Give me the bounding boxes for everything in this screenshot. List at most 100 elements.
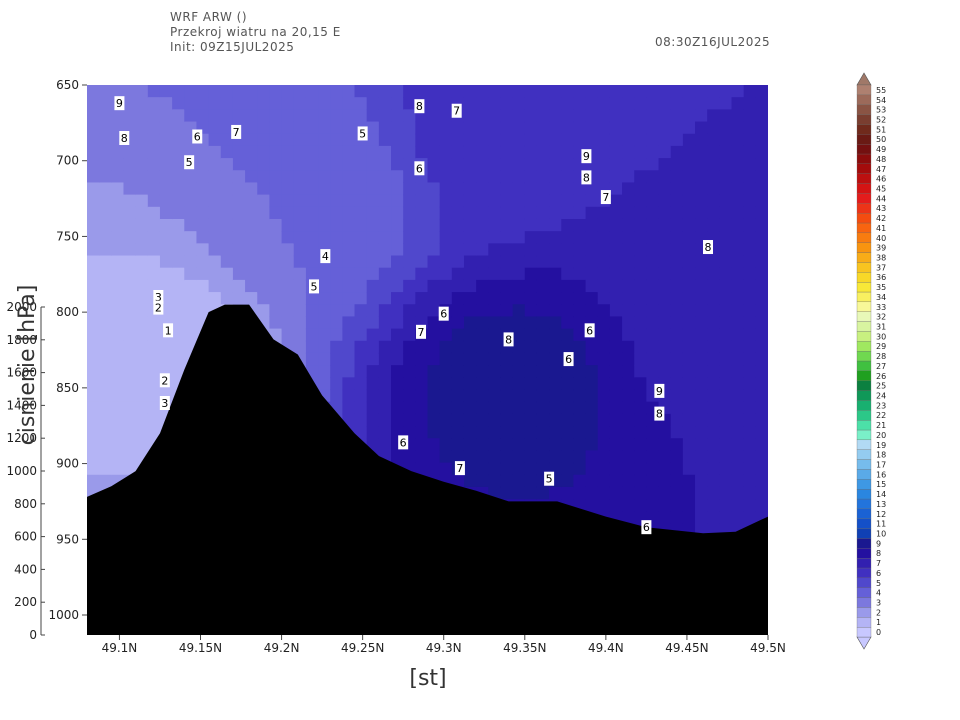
field-cell	[391, 267, 404, 281]
field-cell	[220, 145, 234, 159]
svg-text:5: 5	[546, 473, 553, 486]
field-cell	[269, 182, 283, 196]
field-cell	[415, 145, 429, 159]
field-cell	[536, 279, 550, 293]
field-cell	[585, 401, 599, 415]
field-cell	[585, 206, 599, 220]
colorbar-level-label: 45	[876, 185, 886, 194]
field-cell	[415, 340, 429, 354]
contour-label: 5	[544, 471, 555, 486]
field-cell	[232, 109, 246, 123]
field-cell	[682, 145, 696, 159]
field-cell	[695, 218, 708, 232]
field-cell	[549, 109, 562, 123]
field-cell	[451, 255, 465, 269]
field-cell	[682, 486, 696, 500]
field-cell	[427, 413, 441, 427]
field-cell	[463, 182, 477, 196]
field-cell	[403, 218, 416, 232]
field-cell	[305, 194, 319, 208]
field-cell	[670, 145, 684, 159]
field-cell	[366, 316, 380, 330]
field-cell	[281, 292, 295, 305]
field-cell	[585, 499, 599, 512]
field-cell	[524, 316, 538, 330]
height-tick-label: 1600	[6, 366, 37, 380]
field-cell	[87, 97, 100, 110]
field-cell	[196, 97, 210, 110]
field-cell	[293, 158, 307, 171]
field-cell	[378, 218, 392, 232]
field-cell	[208, 243, 222, 257]
field-cell	[743, 316, 757, 330]
field-cell	[135, 633, 149, 635]
field-cell	[135, 97, 149, 110]
field-cell	[476, 218, 489, 232]
colorbar-swatch	[856, 143, 872, 155]
field-cell	[573, 462, 587, 476]
colorbar-swatch	[856, 350, 872, 362]
field-cell	[609, 170, 623, 184]
field-cell	[269, 316, 283, 330]
field-cell	[549, 231, 562, 244]
field-cell	[719, 352, 733, 366]
field-cell	[330, 267, 343, 281]
field-cell	[670, 279, 684, 293]
field-cell	[597, 316, 611, 330]
field-cell	[378, 170, 392, 184]
field-cell	[427, 121, 441, 135]
field-cell	[500, 206, 514, 220]
field-cell	[609, 401, 623, 415]
field-cell	[488, 158, 502, 171]
field-cell	[573, 633, 587, 635]
field-cell	[257, 206, 271, 220]
colorbar-level-label: 55	[876, 86, 886, 95]
field-cell	[391, 243, 404, 257]
field-cell	[403, 145, 416, 159]
field-cell	[561, 243, 575, 257]
field-cell	[147, 633, 161, 635]
field-cell	[305, 158, 319, 171]
field-cell	[488, 413, 502, 427]
field-cell	[658, 340, 672, 354]
field-cell	[147, 352, 161, 366]
field-cell	[172, 292, 185, 305]
field-cell	[755, 486, 768, 500]
field-cell	[536, 194, 550, 208]
field-cell	[549, 121, 562, 135]
field-cell	[147, 401, 161, 415]
field-cell	[172, 97, 185, 110]
field-cell	[111, 304, 125, 318]
field-cell	[111, 340, 125, 354]
field-cell	[500, 413, 514, 427]
field-cell	[305, 304, 319, 318]
field-cell	[488, 450, 502, 464]
contour-label: 8	[414, 99, 425, 114]
field-cell	[427, 438, 441, 452]
field-cell	[439, 352, 453, 366]
field-cell	[391, 401, 404, 415]
field-cell	[646, 486, 660, 500]
field-cell	[622, 633, 635, 635]
field-cell	[488, 328, 502, 342]
field-cell	[695, 279, 708, 293]
field-cell	[391, 182, 404, 196]
colorbar-swatch	[856, 84, 872, 96]
field-cell	[597, 304, 611, 318]
colorbar-swatch	[856, 262, 872, 273]
colorbar-level-label: 35	[876, 283, 886, 292]
field-cell	[305, 316, 319, 330]
field-cell	[232, 158, 246, 171]
colorbar-swatch	[856, 272, 872, 283]
field-cell	[707, 450, 720, 464]
field-cell	[536, 377, 550, 391]
field-cell	[208, 218, 222, 232]
field-cell	[524, 426, 538, 439]
field-cell	[87, 145, 100, 159]
field-cell	[245, 267, 258, 281]
field-cell	[99, 474, 112, 488]
field-cell	[245, 206, 258, 220]
field-cell	[488, 145, 502, 159]
field-cell	[391, 377, 404, 391]
field-cell	[354, 401, 368, 415]
